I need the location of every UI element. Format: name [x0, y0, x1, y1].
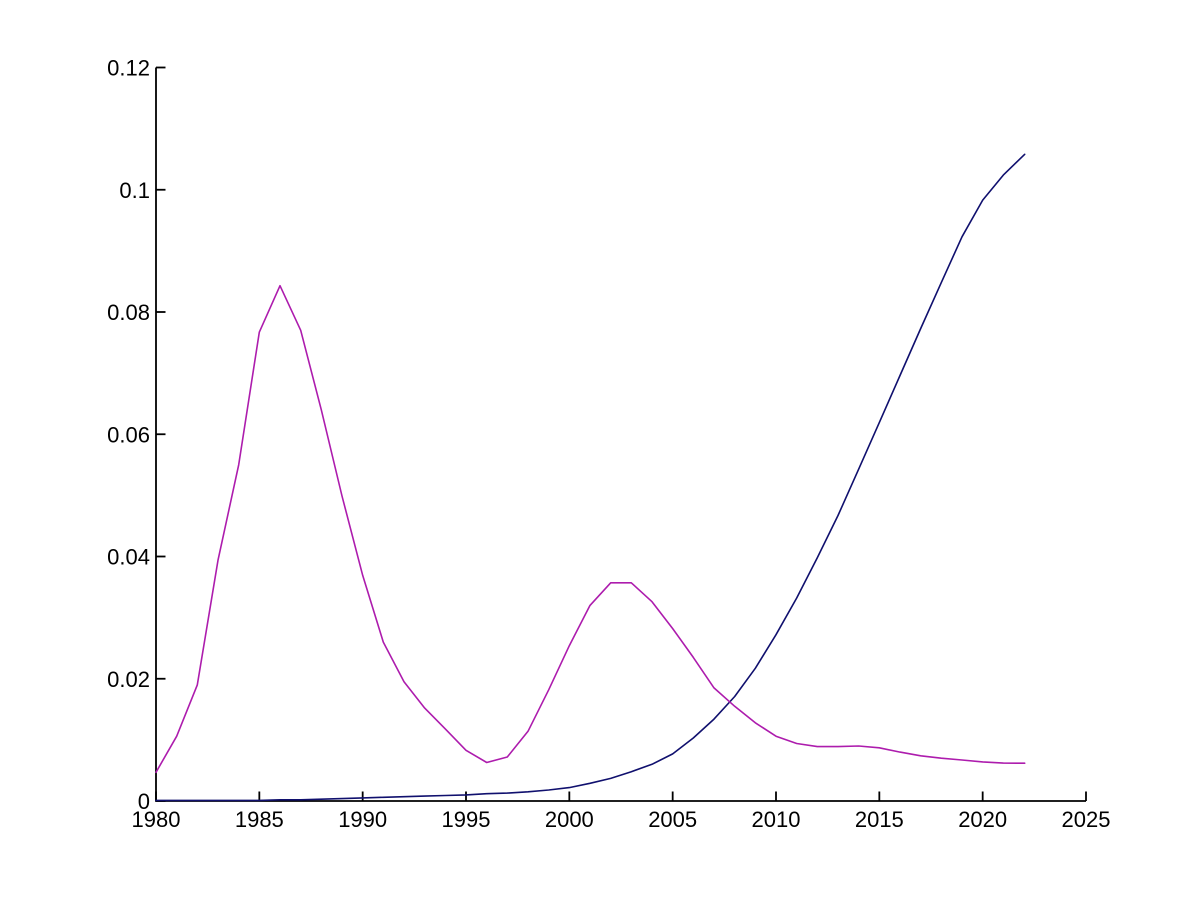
svg-text:2015: 2015 [855, 807, 904, 832]
svg-text:1995: 1995 [442, 807, 491, 832]
svg-text:2025: 2025 [1062, 807, 1111, 832]
svg-text:0.12: 0.12 [107, 56, 150, 81]
svg-text:0.06: 0.06 [107, 422, 150, 447]
svg-text:2020: 2020 [958, 807, 1007, 832]
svg-text:1990: 1990 [338, 807, 387, 832]
svg-text:1980: 1980 [132, 807, 181, 832]
svg-text:2005: 2005 [648, 807, 697, 832]
svg-text:0.04: 0.04 [107, 545, 150, 570]
svg-text:0.1: 0.1 [119, 178, 150, 203]
svg-text:2000: 2000 [545, 807, 594, 832]
svg-text:2010: 2010 [752, 807, 801, 832]
svg-text:0.02: 0.02 [107, 667, 150, 692]
svg-text:0.08: 0.08 [107, 300, 150, 325]
svg-text:0: 0 [138, 789, 150, 814]
svg-text:1985: 1985 [235, 807, 284, 832]
